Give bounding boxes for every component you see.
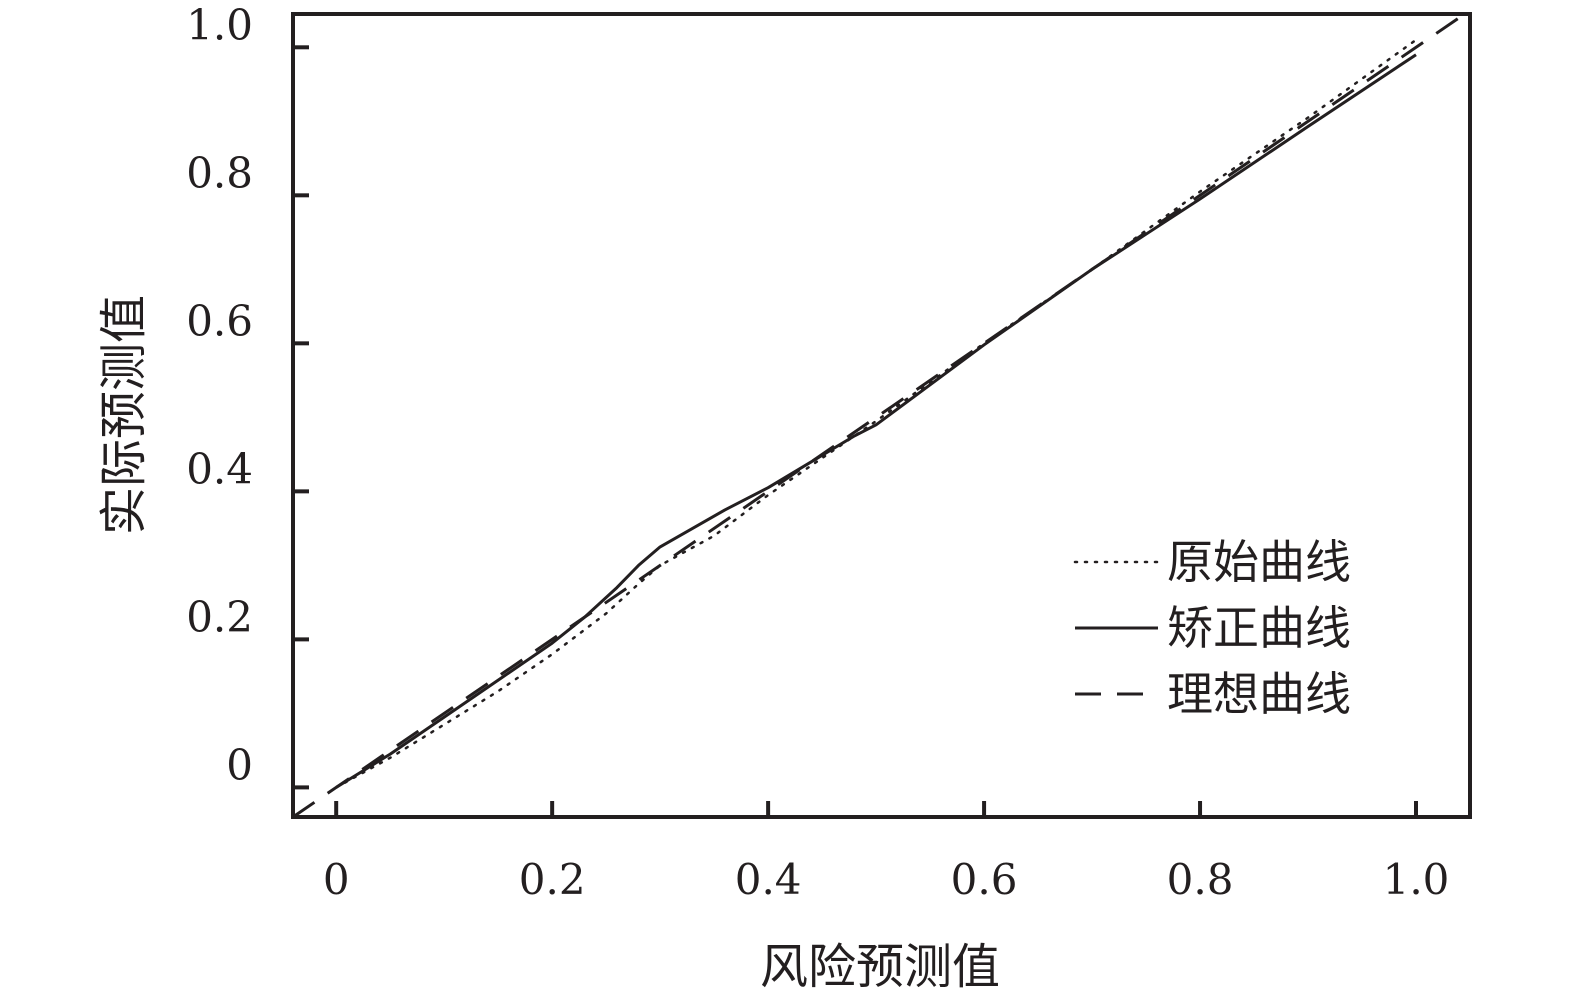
legend-label-3: 理想曲线 <box>1167 667 1351 721</box>
y-tick-label: 0.6 <box>186 296 253 345</box>
plot-area <box>293 14 1468 817</box>
series-line-3 <box>293 14 1468 817</box>
x-tick-label: 0.6 <box>951 855 1018 904</box>
x-tick-label: 0.8 <box>1167 855 1234 904</box>
legend-label-2: 矫正曲线 <box>1167 601 1351 655</box>
y-tick-label: 0.4 <box>186 444 253 493</box>
legend-label-1: 原始曲线 <box>1167 535 1351 589</box>
y-tick-label: 0 <box>226 740 253 789</box>
y-tick-label: 0.8 <box>186 148 253 197</box>
x-axis: 0 0.2 0.4 0.6 0.8 1.0 <box>323 801 1450 904</box>
x-tick-label: 0.4 <box>735 855 802 904</box>
y-axis-title: 实际预测值 <box>96 295 152 535</box>
x-axis-title: 风险预测值 <box>760 939 1000 995</box>
y-tick-label: 0.2 <box>186 592 253 641</box>
x-tick-label: 1.0 <box>1383 855 1450 904</box>
x-tick-label: 0.2 <box>519 855 586 904</box>
x-tick-label: 0 <box>323 855 350 904</box>
y-tick-label: 1.0 <box>186 0 253 49</box>
plot-frame <box>291 12 1472 819</box>
y-axis: 0 0.2 0.4 0.6 0.8 1.0 <box>186 0 309 790</box>
